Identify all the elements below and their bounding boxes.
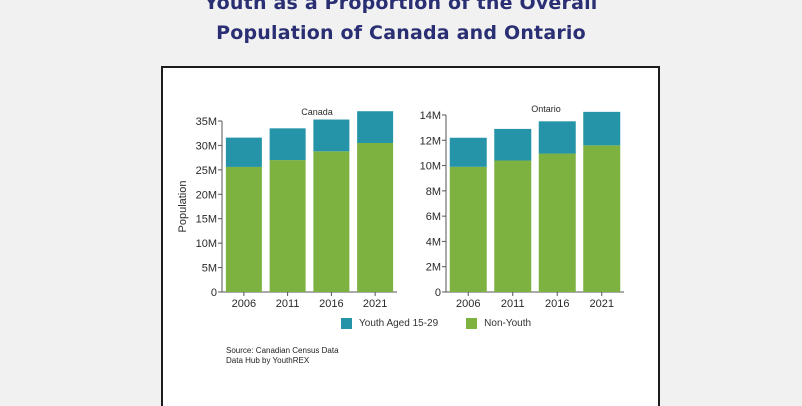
bar-non-youth-ontario-2016 (538, 153, 576, 292)
y-tick-label-ontario-1: 2M (426, 262, 441, 274)
bar-youth-ontario-2021 (583, 111, 621, 146)
bar-youth-canada-2016 (313, 119, 350, 152)
y-tick-label-canada-0: 0 (211, 287, 217, 299)
y-tick-label-ontario-6: 12M (420, 135, 441, 147)
x-tick-label-ontario-2016: 2016 (545, 298, 569, 310)
bar-non-youth-canada-2011 (269, 160, 306, 292)
y-tick-label-canada-7: 35M (196, 116, 217, 128)
y-tick-label-ontario-5: 10M (420, 161, 441, 173)
x-tick-label-canada-2006: 2006 (232, 298, 256, 310)
chart-title-canada: Canada (301, 107, 333, 117)
x-tick-label-canada-2011: 2011 (276, 298, 300, 310)
legend-item-youth[interactable]: Youth Aged 15-29 (341, 317, 439, 329)
x-tick-label-ontario-2011: 2011 (501, 298, 525, 310)
bar-non-youth-canada-2006 (225, 166, 262, 292)
bar-youth-canada-2011 (269, 128, 306, 161)
source-line-1: Source: Canadian Census Data (226, 346, 339, 355)
y-tick-label-canada-4: 20M (196, 189, 217, 201)
bar-non-youth-canada-2021 (357, 142, 394, 292)
source-line-2: Data Hub by YouthREX (226, 356, 310, 365)
bar-youth-ontario-2016 (538, 121, 576, 154)
y-axis-label-canada: Population (177, 181, 189, 233)
bar-youth-canada-2006 (225, 137, 262, 167)
x-tick-label-ontario-2021: 2021 (590, 298, 614, 310)
page-title: Youth as a Proportion of the Overall Pop… (0, 0, 802, 48)
y-tick-label-canada-5: 25M (196, 165, 217, 177)
y-tick-label-ontario-3: 6M (426, 211, 441, 223)
y-tick-label-ontario-7: 14M (420, 110, 441, 122)
legend-item-non-youth[interactable]: Non-Youth (466, 317, 532, 329)
bar-non-youth-ontario-2006 (449, 166, 487, 292)
x-tick-label-ontario-2006: 2006 (456, 298, 480, 310)
chart-title-ontario: Ontario (531, 104, 561, 114)
y-tick-label-canada-3: 15M (196, 214, 217, 226)
legend-label-non-youth: Non-Youth (484, 317, 532, 329)
y-tick-label-canada-1: 5M (202, 263, 217, 275)
source-note: Source: Canadian Census Data Data Hub by… (226, 346, 339, 366)
y-tick-label-ontario-0: 0 (435, 287, 441, 299)
bar-non-youth-ontario-2011 (494, 160, 532, 292)
x-tick-label-canada-2016: 2016 (319, 298, 343, 310)
legend-swatch-youth (341, 317, 352, 329)
bar-non-youth-ontario-2021 (583, 145, 621, 292)
y-tick-label-ontario-4: 8M (426, 186, 441, 198)
legend-label-youth: Youth Aged 15-29 (359, 317, 439, 329)
y-tick-label-ontario-2: 4M (426, 236, 441, 248)
y-tick-label-canada-2: 10M (196, 238, 217, 250)
y-tick-label-canada-6: 30M (196, 140, 217, 152)
bar-youth-canada-2021 (357, 111, 394, 143)
legend[interactable]: Youth Aged 15-29 Non-Youth (341, 316, 559, 330)
bar-youth-ontario-2011 (494, 128, 532, 161)
x-tick-label-canada-2021: 2021 (363, 298, 387, 310)
legend-swatch-non-youth (466, 317, 478, 329)
page-title-line-1: Youth as a Proportion of the Overall (204, 0, 598, 14)
page-title-line-2: Population of Canada and Ontario (216, 22, 586, 44)
bar-youth-ontario-2006 (449, 137, 487, 167)
bar-non-youth-canada-2016 (313, 151, 350, 292)
